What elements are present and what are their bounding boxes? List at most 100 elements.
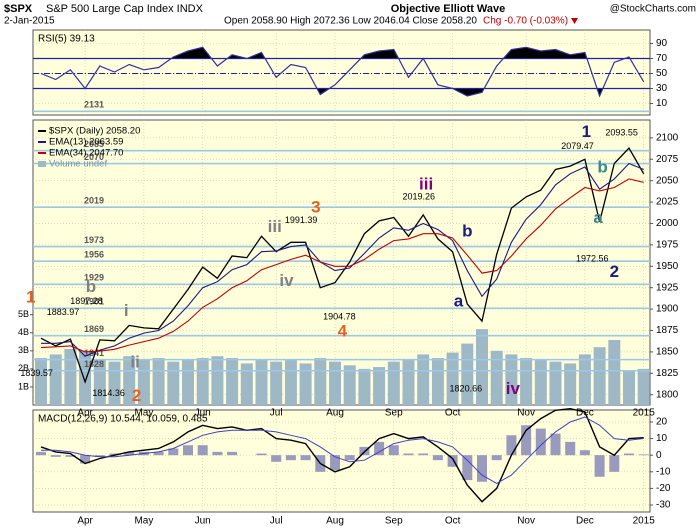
- histogram-bar: [65, 455, 76, 457]
- volume-bar: [49, 354, 62, 405]
- wave-label: b: [86, 277, 96, 296]
- x-tick-label: Apr: [77, 408, 93, 419]
- y-tick-label: 1975: [656, 240, 679, 251]
- wave-label: iv: [279, 271, 294, 290]
- volume-bar: [446, 352, 459, 405]
- volume-bar: [417, 354, 430, 405]
- y-tick-label: 0: [656, 450, 662, 461]
- histogram-bar: [624, 453, 634, 456]
- price-label: 1972.56: [576, 253, 609, 263]
- histogram-bar: [227, 451, 238, 456]
- source: Objective Elliott Wave: [391, 3, 506, 15]
- watermark: @StockCharts.com: [610, 4, 696, 15]
- histogram-bar: [212, 451, 223, 456]
- level-label: 2019: [84, 196, 104, 206]
- volume-bar: [226, 358, 239, 405]
- y-tick-label: 2025: [656, 197, 679, 208]
- legend-entry: $SPX (Daily) 2058.20: [49, 126, 140, 137]
- x-tick-label: Dec: [576, 516, 594, 527]
- volume-bar: [608, 339, 621, 405]
- wave-label: b: [597, 157, 607, 176]
- signal-line: [41, 416, 644, 484]
- rsi-panel: [32, 29, 651, 116]
- wave-label: iii: [268, 217, 282, 236]
- volume-bar: [564, 363, 577, 405]
- y-tick-label: 2100: [656, 132, 679, 143]
- volume-bar: [476, 329, 488, 405]
- wave-label: a: [454, 292, 464, 311]
- histogram-bar: [197, 445, 208, 456]
- histogram-bar: [50, 455, 61, 457]
- volume-bar: [79, 350, 92, 405]
- histogram-bar: [109, 453, 120, 456]
- volume-bar: [270, 361, 283, 405]
- price-label: 1991.39: [285, 215, 318, 225]
- volume-bar: [314, 358, 327, 405]
- y-tick-label: 1800: [656, 389, 679, 400]
- volume-tick-label: 1B: [18, 381, 29, 391]
- histogram-bar: [477, 455, 487, 482]
- histogram-bar: [271, 455, 282, 462]
- level-label: 2131: [84, 100, 104, 110]
- volume-tick-label: 3B: [18, 345, 29, 355]
- histogram-bar: [94, 455, 105, 457]
- histogram-bar: [418, 453, 429, 456]
- volume-bar: [108, 361, 121, 405]
- price-line: [40, 147, 645, 384]
- y-tick-label: 1875: [656, 325, 679, 336]
- symbol-name: S&P 500 Large Cap Index INDX: [46, 3, 204, 15]
- date: 2-Jan-2015: [4, 16, 55, 27]
- wave-label: iv: [506, 379, 521, 398]
- wave-label: 3: [311, 198, 320, 217]
- volume-bar: [299, 363, 312, 405]
- histogram-bar: [80, 455, 91, 464]
- y-tick-label: 30: [656, 83, 668, 94]
- volume-bar: [387, 361, 400, 405]
- x-tick-label: Sep: [385, 516, 403, 527]
- volume-bar: [373, 367, 386, 405]
- x-tick-label: May: [134, 516, 153, 527]
- rsi-title: RSI(5) 39.13: [38, 34, 95, 45]
- y-tick-label: 2000: [656, 218, 679, 229]
- quote: Open 2058.90 High 2072.36 Low 2046.04 Cl…: [224, 16, 477, 27]
- histogram-bar: [521, 425, 532, 456]
- level-label: 1929: [84, 273, 104, 283]
- wave-label: i: [124, 301, 129, 320]
- price-label: 1820.66: [450, 383, 483, 393]
- y-tick-label: 2050: [656, 175, 679, 186]
- wave-label: b: [462, 222, 472, 241]
- histogram-bar: [256, 453, 267, 456]
- histogram-bar: [638, 454, 649, 456]
- y-tick-label: 1825: [656, 368, 679, 379]
- legend-entry: EMA(34) 2047.70: [49, 148, 123, 159]
- plot-layer: AprMayJunJulAugSepOctNovDec2015103050709…: [18, 30, 679, 527]
- volume-tick-label: 5B: [18, 309, 29, 319]
- x-tick-label: Aug: [326, 516, 344, 527]
- symbol: $SPX: [4, 3, 33, 15]
- histogram-bar: [344, 455, 355, 461]
- volume-bar: [211, 356, 224, 405]
- y-tick-label: -10: [656, 466, 671, 477]
- volume-bar: [461, 343, 474, 405]
- change: Chg -0.70 (-0.03%): [483, 16, 568, 27]
- price-label: 1904.78: [323, 311, 356, 321]
- volume-bar: [520, 358, 533, 405]
- volume-bar: [623, 370, 635, 405]
- histogram-bar: [550, 433, 561, 456]
- ema-line: [40, 178, 644, 353]
- macd-panel: [32, 409, 651, 513]
- down-arrow: [571, 18, 579, 24]
- price-label: 2079.47: [561, 141, 594, 151]
- level-label: 2070: [84, 152, 104, 162]
- y-tick-label: 50: [656, 68, 668, 79]
- volume-bar: [255, 359, 268, 405]
- macd-title: MACD(12,26,9) 10.544, 10.059, 0.485: [38, 414, 208, 425]
- histogram-bar: [462, 455, 473, 481]
- volume-bar: [64, 349, 77, 405]
- histogram-bar: [579, 450, 590, 456]
- histogram-bar: [594, 455, 605, 477]
- volume-bar: [343, 365, 356, 405]
- level-label: 1956: [84, 250, 104, 260]
- y-tick-label: -20: [656, 483, 671, 494]
